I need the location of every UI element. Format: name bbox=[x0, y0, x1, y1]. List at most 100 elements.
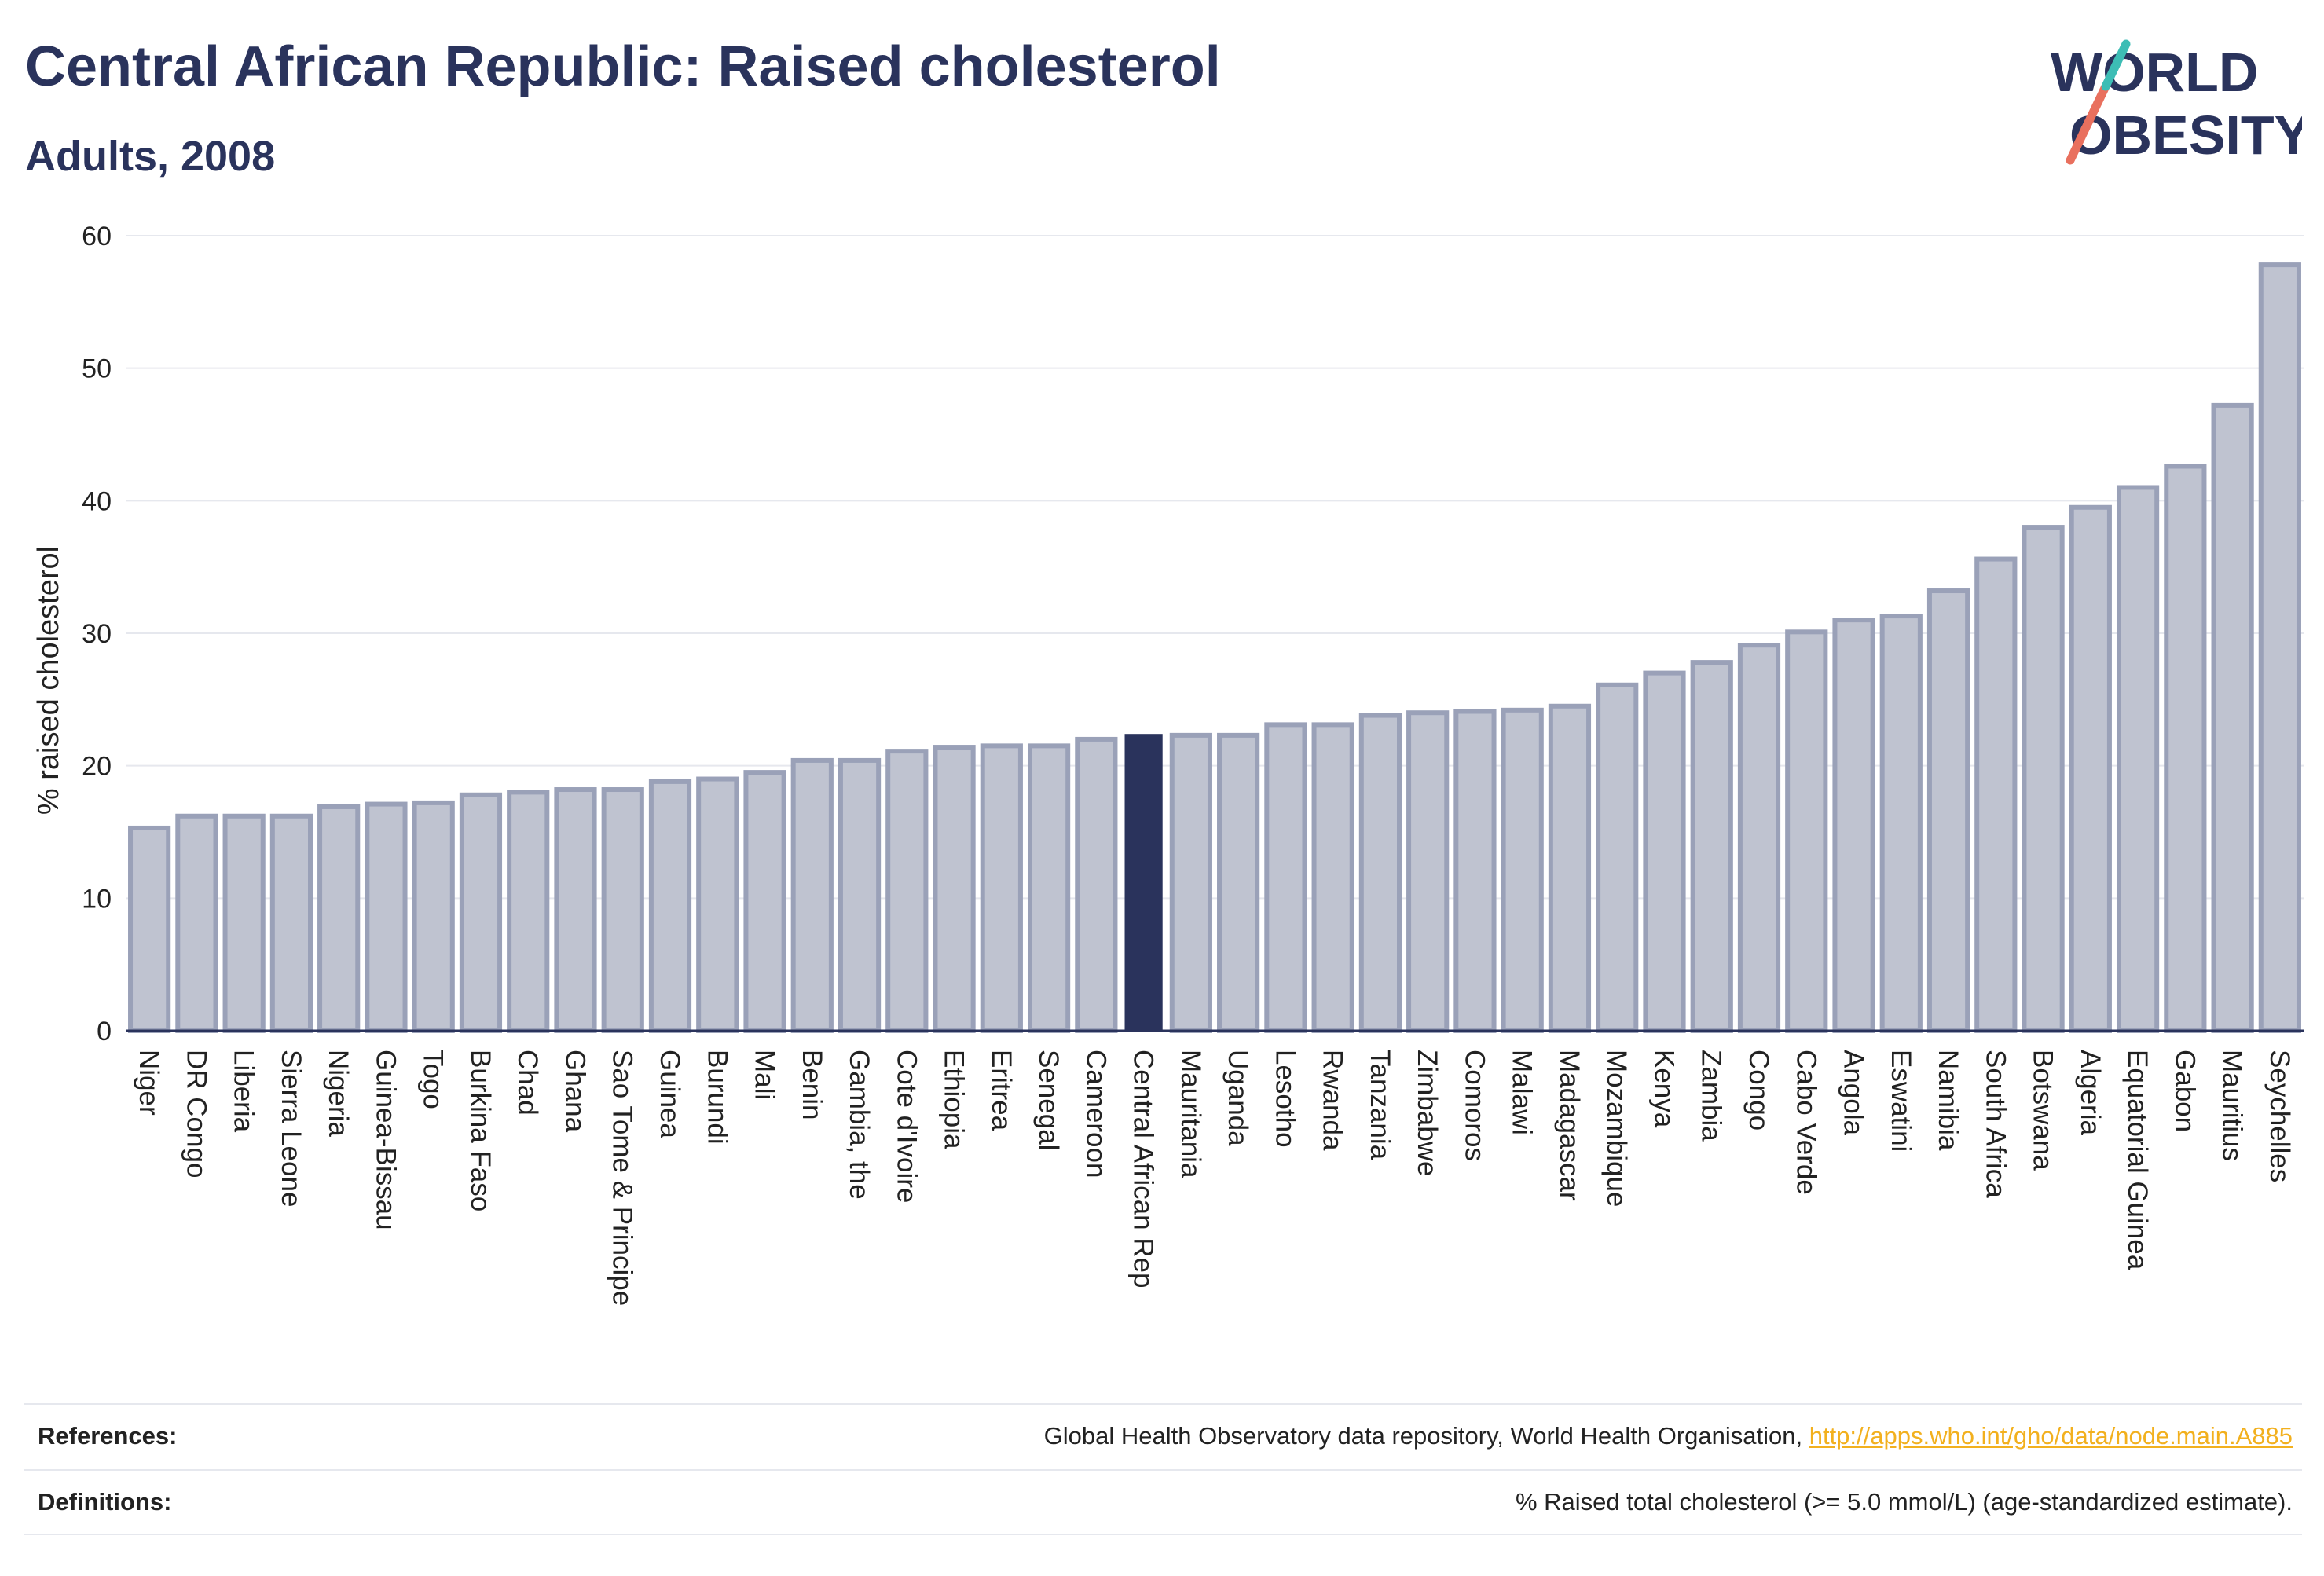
bar bbox=[1453, 709, 1497, 1033]
y-tick-label: 30 bbox=[82, 619, 112, 649]
bar bbox=[601, 787, 644, 1033]
x-tick-label: Niger bbox=[134, 1050, 164, 1116]
x-tick-label: Chad bbox=[512, 1050, 543, 1116]
bar-highlight bbox=[1124, 734, 1163, 1031]
x-tick-label: Zimbabwe bbox=[1412, 1050, 1442, 1176]
bar bbox=[1926, 588, 1970, 1033]
page-subtitle: Adults, 2008 bbox=[25, 133, 276, 180]
x-tick-label: Madagascar bbox=[1554, 1050, 1585, 1201]
world-obesity-logo: WORLD OBESITY bbox=[2051, 39, 2302, 166]
y-axis-label: % raised cholesterol bbox=[32, 546, 65, 815]
y-tick-label: 60 bbox=[82, 222, 112, 251]
x-tick-label: Uganda bbox=[1222, 1050, 1253, 1146]
references-row: References: Global Health Observatory da… bbox=[24, 1403, 2302, 1468]
bar bbox=[1879, 614, 1923, 1033]
references-text: Global Health Observatory data repositor… bbox=[1043, 1422, 1809, 1450]
x-tick-label: Tanzania bbox=[1365, 1050, 1395, 1160]
x-tick-label: Burundi bbox=[702, 1050, 732, 1145]
bar bbox=[317, 804, 361, 1034]
x-tick-label: Equatorial Guinea bbox=[2122, 1050, 2153, 1270]
x-tick-label: Eswatini bbox=[1886, 1050, 1916, 1152]
bar bbox=[128, 825, 171, 1033]
x-tick-label: Malawi bbox=[1507, 1050, 1538, 1135]
x-tick-label: Namibia bbox=[1933, 1050, 1963, 1151]
x-tick-label: Comoros bbox=[1459, 1050, 1490, 1161]
x-tick-label: Burkina Faso bbox=[465, 1050, 496, 1211]
y-tick-label: 10 bbox=[82, 884, 112, 914]
bar bbox=[1406, 710, 1450, 1033]
bar bbox=[838, 757, 882, 1033]
bar bbox=[1311, 722, 1354, 1033]
logo-line1: WORLD bbox=[2051, 42, 2258, 103]
bar bbox=[412, 800, 455, 1033]
bar bbox=[365, 801, 408, 1034]
x-tick-label: Benin bbox=[797, 1050, 827, 1120]
x-tick-label: Gambia, the bbox=[844, 1050, 874, 1200]
y-tick-label: 20 bbox=[82, 752, 112, 782]
x-tick-label: Angola bbox=[1838, 1050, 1869, 1136]
x-tick-label: Mozambique bbox=[1601, 1050, 1632, 1207]
x-tick-label: Cabo Verde bbox=[1791, 1050, 1821, 1195]
x-tick-label: Sao Tome & Principe bbox=[607, 1050, 638, 1306]
bar bbox=[1358, 713, 1402, 1033]
x-tick-label: Guinea-Bissau bbox=[370, 1050, 401, 1230]
x-tick-label: Central African Rep bbox=[1128, 1050, 1159, 1288]
bar bbox=[980, 743, 1023, 1033]
bar bbox=[1643, 670, 1686, 1033]
x-tick-label: South Africa bbox=[1980, 1050, 2011, 1198]
bar bbox=[2164, 464, 2207, 1033]
bar bbox=[222, 813, 266, 1033]
bar bbox=[2116, 485, 2160, 1033]
bar bbox=[1264, 722, 1307, 1033]
definitions-label: Definitions: bbox=[38, 1488, 172, 1516]
x-tick-label: Botswana bbox=[2028, 1050, 2058, 1171]
x-tick-label: Ethiopia bbox=[939, 1050, 970, 1149]
bar bbox=[1075, 736, 1118, 1034]
bar bbox=[1690, 660, 1733, 1034]
x-tick-label: Cameroon bbox=[1080, 1050, 1111, 1178]
bar bbox=[2069, 504, 2112, 1033]
y-tick-label: 0 bbox=[97, 1017, 112, 1046]
references-link[interactable]: http://apps.who.int/gho/data/node.main.A… bbox=[1809, 1422, 2293, 1450]
references-value: Global Health Observatory data repositor… bbox=[1044, 1422, 2302, 1450]
x-tick-label: Togo bbox=[418, 1050, 449, 1109]
y-tick-label: 50 bbox=[82, 354, 112, 384]
definitions-text: % Raised total cholesterol (>= 5.0 mmol/… bbox=[1515, 1488, 2293, 1516]
y-tick-label: 40 bbox=[82, 486, 112, 516]
bar bbox=[2022, 525, 2065, 1033]
bar bbox=[1832, 618, 1875, 1033]
x-tick-label: Algeria bbox=[2075, 1050, 2106, 1135]
bar bbox=[507, 790, 550, 1034]
x-tick-label: Guinea bbox=[654, 1050, 685, 1138]
x-tick-label: Lesotho bbox=[1270, 1050, 1300, 1148]
bar bbox=[1737, 643, 1781, 1033]
logo-line2: OBESITY bbox=[2069, 104, 2302, 166]
x-tick-label: Nigeria bbox=[323, 1050, 354, 1137]
x-tick-label: Ghana bbox=[559, 1050, 590, 1133]
footer-divider bbox=[24, 1534, 2302, 1535]
x-tick-label: Zambia bbox=[1696, 1050, 1727, 1142]
bar bbox=[269, 813, 313, 1033]
x-tick-label: Eritrea bbox=[986, 1050, 1017, 1131]
bar bbox=[743, 770, 786, 1033]
references-label: References: bbox=[38, 1422, 178, 1450]
definitions-row: Definitions: % Raised total cholesterol … bbox=[24, 1469, 2302, 1534]
x-tick-label: Rwanda bbox=[1318, 1050, 1348, 1151]
bar bbox=[1548, 703, 1592, 1033]
bar bbox=[1169, 732, 1212, 1034]
bar bbox=[554, 787, 597, 1033]
bar bbox=[1217, 732, 1260, 1034]
bar bbox=[459, 792, 503, 1033]
bar bbox=[1785, 629, 1828, 1034]
x-tick-label: Seychelles bbox=[2264, 1050, 2295, 1182]
bar bbox=[1501, 707, 1544, 1033]
bar bbox=[175, 813, 218, 1033]
bar bbox=[2258, 262, 2301, 1033]
bar bbox=[1596, 682, 1639, 1034]
bar bbox=[696, 776, 739, 1033]
x-tick-label: Liberia bbox=[229, 1050, 259, 1133]
x-tick-label: Senegal bbox=[1033, 1050, 1064, 1150]
bar bbox=[933, 745, 976, 1033]
x-tick-label: DR Congo bbox=[181, 1050, 211, 1178]
bar bbox=[1974, 556, 2018, 1033]
